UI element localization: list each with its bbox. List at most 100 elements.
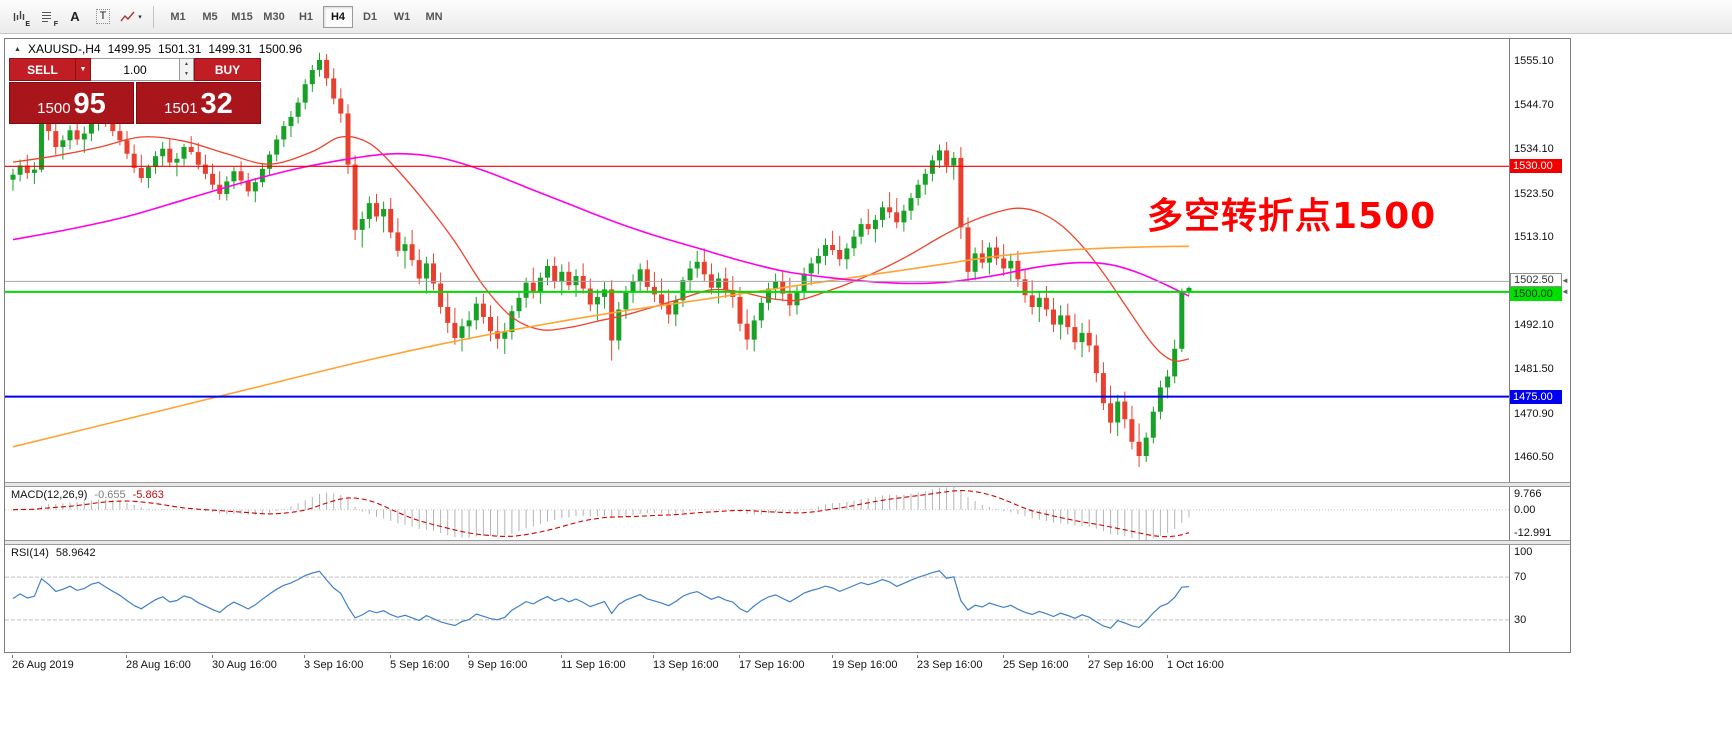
- ohlc-high: 1501.31: [158, 42, 202, 56]
- chevron-down-icon: ▾: [138, 13, 142, 21]
- macd-axis-label: 0.00: [1514, 503, 1536, 516]
- arrow-tool-icon[interactable]: A: [62, 5, 88, 29]
- panel-splitter[interactable]: [5, 540, 1570, 545]
- price-axis-label: 1555.10: [1514, 55, 1554, 68]
- one-click-trading-panel: SELL ▼ ▲ ▼ BUY 1500 95 1501 32: [9, 58, 261, 124]
- volume-stepper: ▲ ▼: [180, 58, 194, 81]
- ma-fast-red: [12, 135, 1190, 362]
- date-tick: [212, 655, 213, 658]
- date-label: 28 Aug 16:00: [126, 659, 191, 671]
- price-axis-label: 1470.90: [1514, 407, 1554, 420]
- rsi-axis[interactable]: 100 70 30: [1509, 545, 1570, 652]
- timeframe-w1[interactable]: W1: [387, 6, 417, 28]
- text-tool-icon[interactable]: T: [90, 5, 116, 29]
- ohlc-open: 1499.95: [107, 42, 152, 56]
- bar-chart-glyph: [13, 11, 24, 21]
- macd-main-value: -0.655: [94, 489, 126, 501]
- timeframe-d1[interactable]: D1: [355, 6, 385, 28]
- date-label: 25 Sep 16:00: [1003, 659, 1069, 671]
- date-tick: [561, 655, 562, 658]
- macd-signal-line: [12, 489, 1190, 538]
- timeframe-m15[interactable]: M15: [227, 6, 257, 28]
- date-tick: [126, 655, 127, 658]
- timeframe-m1[interactable]: M1: [163, 6, 193, 28]
- toolbar: E F A T ▾ M1 M5 M15 M30 H1 H4 D1 W1 MN: [0, 0, 1732, 34]
- price-marker-arrow: ◄: [1561, 276, 1569, 286]
- date-label: 26 Aug 2019: [12, 659, 74, 671]
- macd-axis-label: 9.766: [1514, 488, 1542, 500]
- timeframe-m5[interactable]: M5: [195, 6, 225, 28]
- chart-area: 1555.10 1544.70 1534.10 1523.50 1513.10 1492.…: [4, 38, 1571, 653]
- panel-splitter[interactable]: [5, 482, 1570, 487]
- date-label: 3 Sep 16:00: [304, 659, 364, 671]
- rsi-canvas[interactable]: [5, 545, 1509, 652]
- date-label: 13 Sep 16:00: [653, 659, 719, 671]
- indicators-icon[interactable]: ▾: [118, 5, 144, 29]
- chart-ohlc-header: ▲ XAUUSD-,H4 1499.95 1501.31 1499.31 150…: [14, 42, 302, 56]
- price-tag: 1475.00: [1510, 389, 1562, 404]
- rsi-value: 58.9642: [55, 547, 96, 559]
- rsi-axis-label: 70: [1514, 571, 1527, 584]
- rsi-axis-label: 30: [1514, 613, 1527, 626]
- subscript-label: F: [53, 20, 58, 28]
- date-label: 27 Sep 16:00: [1088, 659, 1154, 671]
- symbol-period: XAUUSD-,H4: [27, 42, 101, 56]
- chart-objects-icon[interactable]: E: [6, 5, 32, 29]
- date-label: 9 Sep 16:00: [468, 659, 528, 671]
- rsi-panel: RSI(14) 58.9642 100 70 30: [5, 545, 1570, 652]
- time-axis[interactable]: 26 Aug 2019 28 Aug 16:00 30 Aug 16:00 3 Sep…: [4, 655, 1571, 675]
- macd-canvas[interactable]: [5, 487, 1509, 540]
- date-tick: [1003, 655, 1004, 658]
- date-tick: [832, 655, 833, 658]
- date-tick: [304, 655, 305, 658]
- date-label: 30 Aug 16:00: [212, 659, 277, 671]
- price-axis-label: 1492.10: [1514, 318, 1554, 331]
- timeframe-m30[interactable]: M30: [259, 6, 289, 28]
- price-axis-label: 1534.10: [1514, 143, 1554, 156]
- date-tick: [12, 655, 13, 658]
- price-tag: 1530.00: [1510, 159, 1562, 174]
- macd-panel: MACD(12,26,9) -0.655 -5.863 9.766 0.00 -12…: [5, 487, 1570, 540]
- ohlc-low: 1499.31: [208, 42, 252, 56]
- date-label: 1 Oct 16:00: [1167, 659, 1224, 671]
- timeframe-mn[interactable]: MN: [419, 6, 449, 28]
- macd-label: MACD(12,26,9) -0.655 -5.863: [11, 489, 164, 501]
- price-marker-arrow: ◄: [1561, 286, 1569, 296]
- price-axis-label: 1544.70: [1514, 98, 1554, 111]
- volume-increase-button[interactable]: ▲: [180, 59, 193, 70]
- price-axis[interactable]: 1555.10 1544.70 1534.10 1523.50 1513.10 1492.…: [1509, 39, 1570, 482]
- volume-dropdown[interactable]: ▼: [76, 58, 91, 81]
- price-axis-label: 1523.50: [1514, 187, 1554, 200]
- price-axis-label: 1460.50: [1514, 451, 1554, 464]
- date-label: 23 Sep 16:00: [917, 659, 983, 671]
- template-icon[interactable]: F: [34, 5, 60, 29]
- ask-price-panel[interactable]: 1501 32: [136, 82, 261, 124]
- zigzag-glyph: [120, 11, 135, 21]
- date-label: 19 Sep 16:00: [832, 659, 898, 671]
- rsi-axis-label: 100: [1514, 546, 1533, 558]
- volume-decrease-button[interactable]: ▼: [180, 69, 193, 80]
- rsi-name: RSI(14): [11, 547, 49, 559]
- timeframe-h4[interactable]: H4: [323, 5, 353, 28]
- macd-name: MACD(12,26,9): [11, 489, 88, 501]
- chevron-down-icon: ▼: [79, 66, 87, 73]
- timeframe-h1[interactable]: H1: [291, 6, 321, 28]
- macd-signal-value: -5.863: [132, 489, 164, 501]
- ask-pips: 32: [200, 88, 233, 120]
- lines-glyph: [41, 12, 51, 22]
- macd-axis[interactable]: 9.766 0.00 -12.991: [1509, 487, 1570, 540]
- date-label: 17 Sep 16:00: [739, 659, 805, 671]
- subscript-label: E: [25, 20, 30, 28]
- ask-main: 1501: [164, 100, 198, 117]
- date-tick: [1167, 655, 1168, 658]
- date-label: 5 Sep 16:00: [390, 659, 450, 671]
- date-label: 11 Sep 16:00: [561, 659, 626, 671]
- sell-button[interactable]: SELL: [9, 58, 76, 81]
- bid-price-panel[interactable]: 1500 95: [9, 82, 134, 124]
- buy-button[interactable]: BUY: [194, 58, 261, 81]
- volume-input[interactable]: [91, 58, 180, 81]
- ma-slow-orange: [12, 245, 1190, 448]
- macd-histogram: [19, 487, 1190, 540]
- price-axis-label: 1481.50: [1514, 363, 1554, 376]
